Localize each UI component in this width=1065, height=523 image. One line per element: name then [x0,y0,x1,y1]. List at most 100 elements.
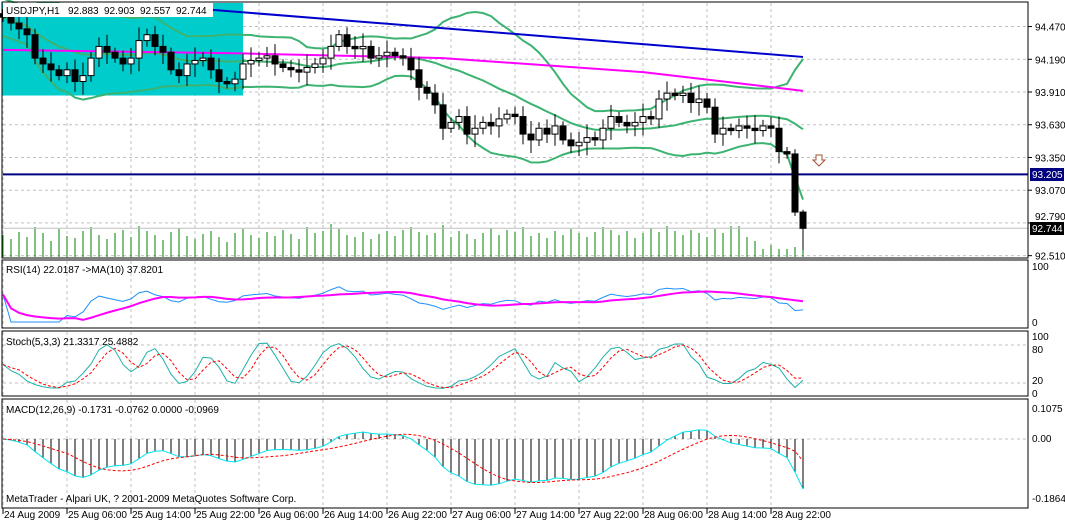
symbol-timeframe: USDJPY,H1 [6,6,60,17]
candle-bear [799,211,807,229]
candle-bear [47,63,55,71]
candle-bull [663,92,671,100]
hline-price-label: 93.205 [1032,170,1063,181]
candle-bull [583,137,591,143]
ohlc-open: 92.883 [68,6,99,17]
candle-bull [679,92,687,97]
stoch-tick-100: 100 [1032,332,1049,343]
candle-bull [735,125,743,132]
candle-bear [279,63,287,68]
hline-price-badge [1030,168,1064,181]
candle-bull [359,45,367,50]
candle-bear [287,66,295,71]
price-label: 93.630 [1035,121,1065,132]
candle-bear [623,121,631,127]
ohlc-close: 92.744 [176,6,207,17]
indicator-panels[interactable] [2,286,804,490]
candle-bear [559,125,567,141]
candle-bull [759,125,767,132]
candle-bear [351,45,359,50]
stoch-tick-80: 80 [1032,345,1044,356]
candle-bear [703,98,711,108]
candle-bear [151,34,159,47]
candle-bear [463,116,471,135]
candle-bear [567,139,575,147]
candle-bull [191,59,199,65]
candle-bear [647,116,655,120]
sell-arrow-icon [811,154,827,167]
time-label: 28 Aug 14:00 [708,510,767,521]
candle-bull [551,125,559,135]
candle-bull [87,57,95,77]
candle-bear [439,104,447,129]
candle-bear [343,34,351,47]
candle-bear [527,133,535,141]
stoch-title: Stoch(5,3,3) 21.3317 25.4882 [6,337,139,348]
candle-bear [167,51,175,71]
time-label: 28 Aug 22:00 [772,510,831,521]
macd-signal-line [2,433,804,484]
candle-bear [391,51,399,57]
candle-bull [239,63,247,80]
candle-bear [7,16,15,24]
time-axis[interactable]: 24 Aug 2009 25 Aug 06:00 25 Aug 14:00 25 Au… [2,508,831,521]
price-label: 93.070 [1035,186,1065,197]
candle-bear [31,34,39,59]
candle-bear [423,86,431,94]
candle-bull [255,57,263,61]
candle-bull [719,127,727,135]
time-label: 24 Aug 2009 [4,510,61,521]
copyright-text: MetaTrader - Alpari UK, ? 2001-2009 Meta… [6,494,296,505]
candle-bear [767,125,775,129]
price-axis[interactable]: 94.470 94.190 93.910 93.630 93.350 93.070 92.7… [1028,23,1065,263]
macd-tick-zero: 0.00 [1032,434,1052,445]
candle-bear [271,55,279,65]
stoch-panel-border [1,330,1029,397]
time-label: 25 Aug 06:00 [68,510,127,521]
candle-bull [599,127,607,141]
stoch-tick-0: 0 [1032,389,1038,400]
candle-bear [519,116,527,135]
main-price-panel[interactable] [0,0,1028,257]
candle-bear [727,127,735,132]
candle-bear [175,69,183,77]
macd-title: MACD(12,26,9) -0.1731 -0.0762 0.0000 -0.… [6,405,219,416]
candle-bull [311,63,319,68]
candle-bear [783,151,791,155]
candle-bear [111,51,119,59]
candle-bull [631,121,639,127]
main-panel-border [1,1,1029,259]
candle-bear [103,45,111,53]
candle-bear [55,69,63,77]
last-price-badge [1030,222,1064,235]
candle-bear [23,28,31,36]
bollinger-lower [2,34,804,200]
rsi-title: RSI(14) 22.0187 ->MA(10) 37.8201 [6,265,163,276]
price-label: 93.350 [1035,153,1065,164]
candle-bull [503,113,511,120]
candle-bear [687,92,695,104]
candle-bear [159,45,167,53]
candle-bull [639,116,647,123]
time-label: 25 Aug 14:00 [132,510,191,521]
candle-bull [575,141,583,147]
candle-bull [135,40,143,59]
macd-tick-min: -0.1864 [1032,494,1065,505]
candle-bear [711,106,719,135]
candle-bear [543,127,551,135]
candle-bear [591,137,599,141]
macd-line [2,429,804,490]
price-label: 94.470 [1035,23,1065,34]
candle-bull [143,34,151,42]
candle-bear [791,153,799,213]
time-label: 25 Aug 22:00 [196,510,255,521]
candle-bear [71,69,79,82]
candle-bear [751,127,759,132]
candle-bull [95,45,103,59]
time-label: 27 Aug 06:00 [452,510,511,521]
candle-bear [399,55,407,59]
stoch-signal-line [2,344,804,389]
candle-bull [655,98,663,120]
candle-bear [15,22,23,30]
